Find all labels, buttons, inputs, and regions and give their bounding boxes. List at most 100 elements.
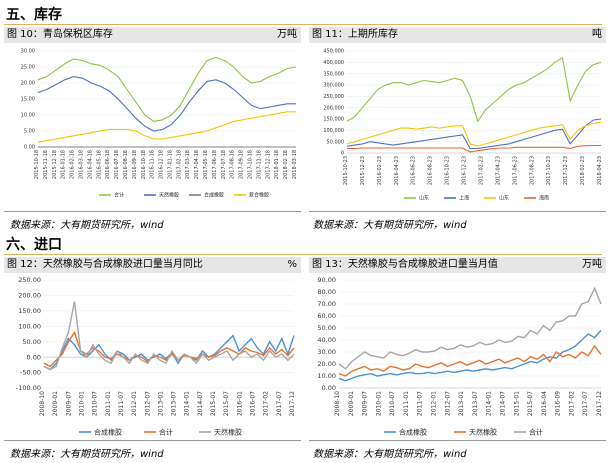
x-tick-label: 2016-09-18 <box>132 150 138 179</box>
x-tick-label: 2016-05-18 <box>96 150 102 179</box>
x-tick-label: 2008-10 <box>334 391 341 416</box>
x-tick-label: 2017-09-18 <box>239 150 245 179</box>
y-tick-label: 400,000 <box>323 60 344 66</box>
x-tick-label: 2009-07 <box>65 391 72 416</box>
panel-unit: 万吨 <box>582 259 602 270</box>
x-tick-label: 2013-01 <box>458 391 465 416</box>
x-tick-label: 2010-07 <box>389 391 396 416</box>
panel-header: 图 13：天然橡胶与合成橡胶进口量当月值 万吨 <box>309 257 606 273</box>
x-tick-label: 2017-08-23 <box>529 156 535 185</box>
x-tick-label: 2014-07 <box>197 391 204 416</box>
x-tick-label: 2015-01 <box>210 391 217 416</box>
panel-bottom-rule <box>4 440 301 441</box>
y-tick-label: 40.00 <box>317 336 336 344</box>
x-tick-label: 2012-01 <box>131 391 138 416</box>
x-tick-label: 2012-07 <box>144 391 151 416</box>
x-tick-label: 2016-07-18 <box>114 150 120 179</box>
panel-bottom-rule <box>309 440 606 441</box>
y-tick-label: 25.00 <box>21 65 35 71</box>
x-tick-label: 2017-02-18 <box>176 150 182 179</box>
legend-label: 山东 <box>499 195 509 202</box>
x-tick-label: 2016-08-23 <box>428 156 434 185</box>
chart-qingdao-inventory: 0.00 5.00 10.00 15.00 20.00 25.00 30.00 2015-10… <box>21 49 298 199</box>
x-tick-label: 2011-07 <box>118 391 125 416</box>
section-divider <box>4 254 602 255</box>
x-tick-label: 2015-10-23 <box>343 156 349 185</box>
x-tick-label: 2016-09 <box>555 391 562 416</box>
data-source-note: 数据来源：大有期货研究所，wind <box>10 449 164 460</box>
x-tick-label: 2014-01 <box>184 391 191 416</box>
panel-title: 图 12：天然橡胶与合成橡胶进口量当月同比 <box>7 259 203 270</box>
section-title-inventory: 五、库存 <box>6 7 62 23</box>
y-tick-label: 50,000 <box>327 139 345 145</box>
x-tick-label: 2016-02-23 <box>377 156 383 185</box>
y-tick-label: -100.00 <box>16 384 41 392</box>
y-tick-label: 60.00 <box>317 312 336 320</box>
panel-title: 图 10：青岛保税区库存 <box>7 29 113 40</box>
y-tick-label: 5.00 <box>24 129 35 135</box>
y-tick-label: 0.00 <box>27 353 41 361</box>
y-tick-label: 0 <box>341 151 344 157</box>
x-tick-label: 2017-06-23 <box>512 156 518 185</box>
x-tick-label: 2016-02-18 <box>70 150 76 179</box>
x-tick-label: 2018-03-18 <box>292 150 298 179</box>
x-tick-label: 2015-07 <box>527 391 534 416</box>
y-tick-label: 0.00 <box>24 145 35 151</box>
x-tick-label: 2018-02-18 <box>283 150 289 179</box>
x-tick-label: 2011-07 <box>417 391 424 416</box>
y-tick-label: 450,000 <box>323 49 344 55</box>
x-tick-label: 2017-01-18 <box>167 150 173 179</box>
y-tick-label: 20.00 <box>317 360 336 368</box>
panel-unit: % <box>287 259 297 270</box>
x-tick-label: 2018-02-23 <box>580 156 586 185</box>
legend-label: 复合橡胶 <box>249 192 269 199</box>
legend-label: 合成橡胶 <box>399 427 427 436</box>
x-tick-label: 2015-07 <box>223 391 230 416</box>
y-tick-label: -50.00 <box>20 369 41 377</box>
chart-import-yoy: -100.00 -50.00 0.00 50.00 100.00 150.00 200.00… <box>16 276 296 436</box>
x-tick-label: 2015-01 <box>513 391 520 416</box>
panel-chart-10: 图 10：青岛保税区库存 万吨 0.00 5.00 10.00 15.00 20.00 2… <box>4 27 301 212</box>
series-line <box>43 330 295 368</box>
y-tick-label: 90.00 <box>317 276 336 284</box>
y-tick-label: 200,000 <box>323 105 344 111</box>
series-line <box>338 286 602 370</box>
x-tick-label: 2017-05-18 <box>203 150 209 179</box>
x-tick-label: 2017-10-23 <box>546 156 552 185</box>
x-tick-label: 2009-01 <box>52 391 59 416</box>
x-tick-label: 2013-07 <box>171 391 178 416</box>
panel-unit: 吨 <box>592 29 602 40</box>
legend-label: 山东 <box>419 195 429 202</box>
x-tick-label: 2017-07-18 <box>221 150 227 179</box>
y-tick-label: 250,000 <box>323 94 344 100</box>
chart-shfe-inventory: 0 50,000 100,000 150,000 200,000 250,000 300,0… <box>323 49 603 202</box>
x-tick-label: 2015-12-23 <box>360 156 366 185</box>
x-tick-label: 2016-12-18 <box>159 150 165 179</box>
x-tick-label: 2015-11-18 <box>43 150 49 179</box>
y-tick-label: 50.00 <box>317 324 336 332</box>
x-tick-label: 2016-01 <box>236 391 243 416</box>
panel-bottom-rule <box>4 211 301 212</box>
x-tick-label: 2017-12 <box>289 391 296 416</box>
x-tick-label: 2017-07 <box>582 391 589 416</box>
x-tick-label: 2011-01 <box>403 391 410 416</box>
series-line <box>347 144 601 153</box>
data-source-note: 数据来源：大有期货研究所，wind <box>10 220 164 231</box>
y-tick-label: 70.00 <box>317 300 336 308</box>
legend-label: 天然橡胶 <box>214 427 242 436</box>
x-tick-label: 2016-10-18 <box>141 150 147 179</box>
x-tick-label: 2016-06-23 <box>411 156 417 185</box>
x-tick-label: 2017-12-23 <box>563 156 569 185</box>
x-tick-label: 2016-04-18 <box>87 150 93 179</box>
y-tick-label: 100,000 <box>323 128 344 134</box>
x-tick-label: 2015-12-18 <box>52 150 58 179</box>
series-line <box>338 344 602 377</box>
x-tick-label: 2015-10-18 <box>34 150 40 179</box>
legend-label: 上海 <box>459 195 469 202</box>
series-line <box>346 56 602 123</box>
legend-label: 合计 <box>114 192 124 199</box>
panel-unit: 万吨 <box>277 29 297 40</box>
y-tick-label: 100.00 <box>18 322 41 330</box>
panel-bottom-rule <box>309 211 606 212</box>
x-tick-label: 2016-11-18 <box>150 150 156 179</box>
